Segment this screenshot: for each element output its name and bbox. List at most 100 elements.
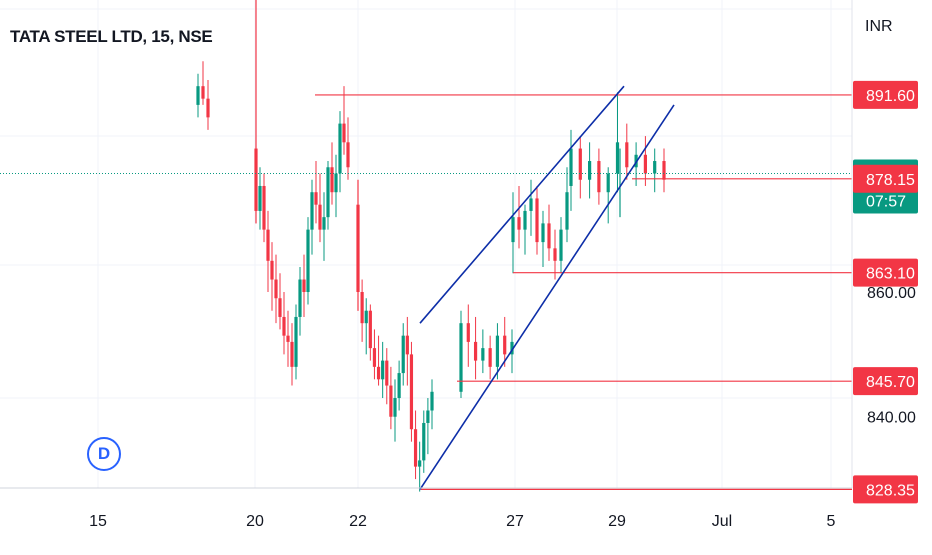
candle-body	[409, 354, 414, 430]
candle-body	[529, 198, 533, 211]
level-tag: 845.70	[866, 374, 915, 391]
candle-body	[274, 279, 278, 299]
candle-body	[422, 422, 426, 461]
dividend-badge[interactable]: D	[87, 437, 121, 471]
time-tick-label: 5	[827, 513, 836, 530]
candle-body	[201, 86, 205, 99]
candle-body	[360, 292, 364, 324]
candle-body	[314, 192, 318, 205]
candle-body	[330, 167, 334, 193]
candle-body	[517, 217, 521, 230]
candle-body	[510, 341, 514, 355]
candle-body	[282, 316, 286, 336]
price-axis[interactable]: 840.00 860.00	[867, 285, 916, 427]
time-tick-label: 22	[349, 513, 367, 530]
candle-body	[262, 185, 266, 230]
time-axis[interactable]: 15 20 22 27 29 Jul 5	[89, 513, 835, 530]
candle-body	[559, 229, 563, 261]
candle-body	[326, 167, 330, 218]
candle-body	[426, 410, 430, 423]
candle-body	[473, 341, 478, 361]
candle-body	[286, 335, 290, 342]
candle-body	[662, 161, 666, 180]
candle-body	[578, 148, 582, 180]
candle-body	[565, 192, 569, 230]
level-tag-bg	[853, 80, 918, 109]
candle-body	[294, 316, 298, 367]
candle-body	[588, 161, 592, 180]
level-tag: 828.35	[866, 482, 915, 499]
close-price-tag-bg	[853, 164, 918, 193]
candle-body	[338, 123, 342, 174]
price-tick-label: 860.00	[867, 285, 916, 302]
time-tick-label: 15	[89, 513, 107, 530]
candle-body	[302, 279, 306, 292]
candle-body	[643, 154, 647, 174]
time-tick-label: 29	[608, 513, 626, 530]
candle-body	[535, 198, 539, 243]
close-price-tag: 878.15	[866, 172, 915, 189]
price-labels: 891.60863.10845.70828.35879.0007:57878.1…	[853, 80, 918, 504]
candle-body	[342, 123, 346, 143]
time-tick-label: 27	[506, 513, 524, 530]
candle-body	[523, 210, 527, 230]
level-tag: 891.60	[866, 88, 915, 105]
time-tick-label: 20	[246, 513, 264, 530]
candle-body	[322, 217, 326, 230]
candle-body	[278, 298, 282, 317]
price-tick-label: 840.00	[867, 410, 916, 427]
candle-body	[364, 310, 368, 324]
candle-body	[495, 335, 500, 367]
candle-body	[553, 248, 557, 261]
candle-body	[597, 161, 601, 193]
candle-body	[376, 366, 381, 380]
level-tag: 863.10	[866, 266, 915, 283]
candle-body	[459, 323, 463, 392]
candle-body	[606, 173, 610, 193]
level-tag-bg	[853, 475, 918, 504]
candle-body	[503, 335, 507, 355]
grid	[0, 0, 852, 488]
candle-body	[541, 223, 545, 243]
candle-body	[346, 142, 350, 168]
candle-body	[397, 373, 401, 399]
candle-body	[334, 173, 338, 193]
rising-wedge	[419, 85, 675, 490]
candle-body	[625, 142, 629, 168]
candle-body	[615, 142, 620, 174]
candle-body	[481, 348, 485, 361]
candle-body	[196, 86, 200, 105]
candle-body	[206, 98, 210, 118]
currency-label: INR	[865, 18, 893, 35]
candle-body	[405, 335, 409, 355]
candle-body	[266, 229, 270, 261]
candle-body	[511, 217, 515, 243]
candle-body	[385, 360, 389, 386]
wedge-lower-line	[419, 104, 675, 490]
level-tag-bg	[853, 367, 918, 396]
candle-body	[413, 429, 418, 467]
candle-body	[258, 185, 262, 211]
candle-body	[488, 348, 492, 367]
candle-body	[389, 385, 393, 417]
level-lines	[0, 94, 852, 490]
candle-body	[290, 341, 294, 367]
candle-body	[466, 323, 470, 342]
candle-body	[306, 229, 310, 292]
last-price-tag-countdown: 07:57	[866, 194, 906, 211]
candle-body	[547, 223, 551, 249]
candle-body	[401, 335, 405, 374]
candle-body	[368, 310, 372, 349]
chart-title: TATA STEEL LTD, 15, NSE	[10, 27, 213, 46]
candle-body	[310, 192, 314, 230]
candle-body	[298, 279, 302, 317]
wedge-upper-line	[419, 85, 625, 324]
candle-body	[653, 161, 657, 174]
level-tag-bg	[853, 258, 918, 287]
candle-body	[393, 398, 397, 417]
candle-body	[569, 148, 573, 186]
time-tick-label: Jul	[712, 513, 732, 530]
candle-body	[372, 348, 377, 367]
